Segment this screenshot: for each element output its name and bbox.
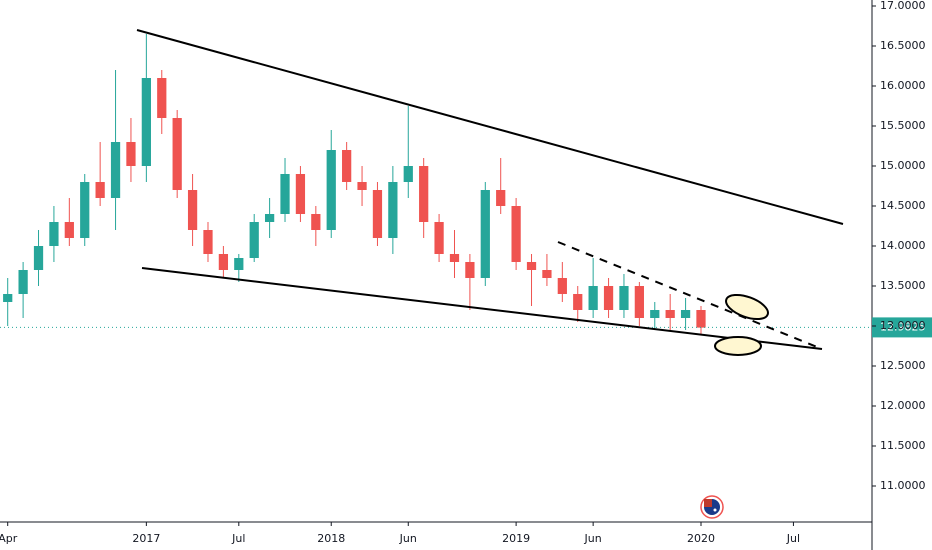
candle-body bbox=[234, 258, 244, 270]
y-tick-label: 13.5000 bbox=[880, 279, 926, 292]
last-price-label: 12.9825 bbox=[880, 320, 926, 333]
candle-body bbox=[573, 294, 583, 310]
highlight-ellipse bbox=[725, 293, 769, 321]
candle-body bbox=[80, 182, 90, 238]
candle-body bbox=[588, 286, 598, 310]
candle-body bbox=[511, 206, 521, 262]
y-tick-label: 13.0000 bbox=[880, 319, 926, 332]
y-tick-label: 16.5000 bbox=[880, 39, 926, 52]
candle-body bbox=[357, 182, 367, 190]
candle-body bbox=[110, 142, 121, 198]
candle-body bbox=[249, 222, 259, 258]
candle-body bbox=[326, 150, 336, 230]
candle-body bbox=[542, 270, 552, 278]
x-tick-label: Jul bbox=[786, 532, 800, 545]
candle-body bbox=[372, 190, 383, 238]
candle-body bbox=[33, 246, 44, 270]
candle-body bbox=[449, 254, 460, 262]
x-tick-label: 2017 bbox=[132, 532, 160, 545]
y-tick-label: 15.0000 bbox=[880, 159, 926, 172]
candle-body bbox=[187, 190, 198, 230]
candle-body bbox=[403, 166, 413, 182]
candle-body bbox=[49, 222, 59, 246]
x-tick-label: Jun bbox=[584, 532, 602, 545]
event-icon bbox=[700, 495, 724, 519]
candle-body bbox=[465, 262, 475, 278]
y-tick-label: 12.5000 bbox=[880, 359, 926, 372]
candle-body bbox=[650, 310, 660, 318]
last-price-tag: 12.9825 bbox=[872, 317, 932, 338]
y-tick-label: 16.0000 bbox=[880, 79, 926, 92]
y-tick-label: 11.5000 bbox=[880, 439, 926, 452]
y-tick-label: 14.5000 bbox=[880, 199, 926, 212]
candle-body bbox=[557, 278, 567, 294]
x-tick-label: Apr bbox=[0, 532, 18, 545]
candle-body bbox=[480, 190, 490, 278]
candle-body bbox=[388, 182, 398, 238]
candle-body bbox=[342, 150, 352, 182]
candle-body bbox=[64, 222, 74, 238]
candle-body bbox=[696, 310, 706, 328]
candle-body bbox=[18, 270, 28, 294]
candle-body bbox=[680, 310, 691, 318]
y-tick-label: 11.0000 bbox=[880, 479, 926, 492]
last-price-box bbox=[872, 317, 932, 338]
candle-body bbox=[295, 174, 306, 214]
candle-body bbox=[665, 310, 675, 318]
candle-body bbox=[280, 174, 290, 214]
trendline bbox=[141, 267, 823, 350]
candle-body bbox=[526, 262, 537, 270]
candle-body bbox=[3, 294, 13, 302]
candle-body bbox=[95, 182, 105, 198]
y-tick-label: 12.0000 bbox=[880, 399, 926, 412]
candle-body bbox=[264, 214, 275, 222]
y-tick-label: 17.0000 bbox=[880, 0, 926, 12]
candle-body bbox=[203, 230, 213, 254]
plot-area bbox=[0, 34, 872, 334]
x-tick-label: 2019 bbox=[502, 532, 530, 545]
highlight-ellipse bbox=[714, 336, 762, 356]
candle-body bbox=[634, 286, 644, 318]
y-tick-label: 15.5000 bbox=[880, 119, 926, 132]
trendline bbox=[557, 241, 823, 350]
y-tick-label: 14.0000 bbox=[880, 239, 926, 252]
x-tick-label: 2020 bbox=[687, 532, 715, 545]
candle-body bbox=[311, 214, 321, 230]
candle-body bbox=[603, 286, 614, 310]
x-tick-label: Jun bbox=[399, 532, 417, 545]
x-tick-label: Jul bbox=[231, 532, 245, 545]
candle-body bbox=[218, 254, 229, 270]
x-tick-label: 2018 bbox=[317, 532, 345, 545]
candle-body bbox=[126, 142, 136, 166]
candle-body bbox=[434, 222, 444, 254]
candle-body bbox=[419, 166, 429, 222]
candle-body bbox=[141, 78, 151, 166]
candle-body bbox=[619, 286, 629, 310]
candle-body bbox=[172, 118, 182, 190]
candle-body bbox=[496, 190, 506, 206]
trendline bbox=[136, 29, 844, 225]
candle-body bbox=[157, 78, 167, 118]
